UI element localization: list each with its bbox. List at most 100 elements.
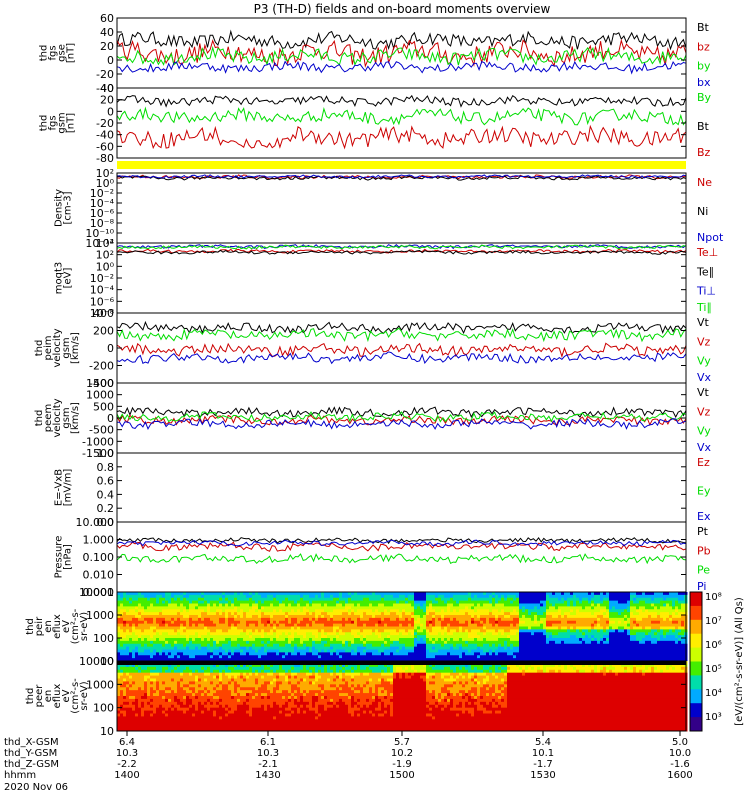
heatmap-cell	[123, 672, 127, 677]
heatmap-cell	[177, 632, 181, 636]
heatmap-cell	[201, 603, 205, 607]
heatmap-cell	[531, 632, 535, 636]
heatmap-cell	[324, 609, 328, 613]
heatmap-cell	[468, 597, 472, 602]
heatmap-cell	[615, 643, 619, 648]
heatmap-cell	[459, 597, 463, 602]
y-tick-label: -1500	[82, 447, 114, 460]
heatmap-cell	[249, 600, 253, 604]
heatmap-cell	[195, 646, 199, 650]
heatmap-cell	[429, 597, 433, 602]
heatmap-cell	[429, 620, 433, 625]
heatmap-cell	[522, 629, 526, 633]
heatmap-cell	[675, 649, 679, 653]
heatmap-cell	[633, 620, 637, 625]
heatmap-cell	[201, 612, 205, 616]
heatmap-cell	[264, 606, 268, 610]
y-tick-label: 10⁴	[96, 237, 115, 250]
heatmap-cell	[174, 609, 178, 613]
heatmap-cell	[657, 638, 661, 642]
heatmap-cell	[228, 603, 232, 607]
heatmap-cell	[372, 617, 376, 622]
heatmap-cell	[132, 663, 136, 668]
heatmap-cell	[234, 609, 238, 613]
heatmap-cell	[198, 655, 202, 659]
heatmap-cell	[381, 640, 385, 645]
y-axis-label-line: gsm	[57, 112, 68, 133]
heatmap-cell	[141, 635, 145, 639]
heatmap-cell	[171, 629, 175, 633]
heatmap-cell	[285, 615, 289, 619]
heatmap-cell	[267, 609, 271, 613]
heatmap-cell	[177, 594, 181, 599]
heatmap-cell	[450, 632, 454, 636]
heatmap-cell	[306, 652, 310, 656]
heatmap-cell	[129, 597, 133, 602]
heatmap-cell	[228, 617, 232, 622]
heatmap-cell	[336, 606, 340, 610]
heatmap-cell	[456, 592, 460, 596]
heatmap-cell	[561, 606, 565, 610]
heatmap-cell	[603, 632, 607, 636]
heatmap-cell	[645, 643, 649, 648]
heatmap-cell	[387, 609, 391, 613]
heatmap-cell	[642, 643, 646, 648]
heatmap-cell	[126, 592, 130, 596]
heatmap-cell	[243, 623, 247, 627]
heatmap-cell	[120, 693, 124, 697]
heatmap-cell	[540, 635, 544, 639]
heatmap-cell	[621, 632, 625, 636]
heatmap-cell	[309, 597, 313, 602]
heatmap-cell	[369, 646, 373, 650]
heatmap-cell	[423, 623, 427, 627]
heatmap-cell	[666, 620, 670, 625]
heatmap-cell	[609, 626, 613, 630]
heatmap-cell	[435, 594, 439, 599]
heatmap-cell	[168, 635, 172, 639]
heatmap-cell	[366, 600, 370, 604]
heatmap-cell	[183, 594, 187, 599]
heatmap-cell	[378, 609, 382, 613]
heatmap-cell	[525, 597, 529, 602]
heatmap-cell	[585, 609, 589, 613]
heatmap-cell	[123, 710, 127, 714]
y-tick-label: -20	[96, 68, 114, 81]
heatmap-cell	[465, 620, 469, 625]
heatmap-cell	[156, 623, 160, 627]
heatmap-cell	[138, 615, 142, 619]
heatmap-cell	[237, 615, 241, 619]
heatmap-cell	[411, 652, 415, 656]
heatmap-cell	[636, 609, 640, 613]
heatmap-cell	[462, 612, 466, 616]
heatmap-cell	[138, 655, 142, 659]
heatmap-cell	[405, 643, 409, 648]
heatmap-cell	[264, 649, 268, 653]
heatmap-cell	[225, 658, 229, 662]
y-tick-label: 10⁻⁴	[90, 284, 115, 297]
heatmap-cell	[246, 620, 250, 625]
heatmap-cell	[660, 597, 664, 602]
heatmap-cell	[375, 609, 379, 613]
heatmap-cell	[243, 638, 247, 642]
heatmap-cell	[252, 635, 256, 639]
heatmap-cell	[165, 620, 169, 625]
heatmap-cell	[678, 655, 682, 659]
heatmap-cell	[123, 620, 127, 625]
heatmap-cell	[357, 640, 361, 645]
heatmap-cell	[498, 594, 502, 599]
heatmap-cell	[261, 603, 265, 607]
heatmap-cell	[489, 635, 493, 639]
heatmap-cell	[624, 606, 628, 610]
heatmap-cell	[384, 635, 388, 639]
heatmap-cell	[606, 626, 610, 630]
heatmap-cell	[477, 652, 481, 656]
heatmap-cell	[141, 617, 145, 622]
heatmap-cell	[213, 626, 217, 630]
heatmap-cell	[516, 597, 520, 602]
heatmap-cell	[531, 606, 535, 610]
heatmap-cell	[405, 629, 409, 633]
heatmap-cell	[552, 592, 556, 596]
heatmap-cell	[321, 603, 325, 607]
heatmap-cell	[402, 626, 406, 630]
heatmap-cell	[147, 658, 151, 662]
